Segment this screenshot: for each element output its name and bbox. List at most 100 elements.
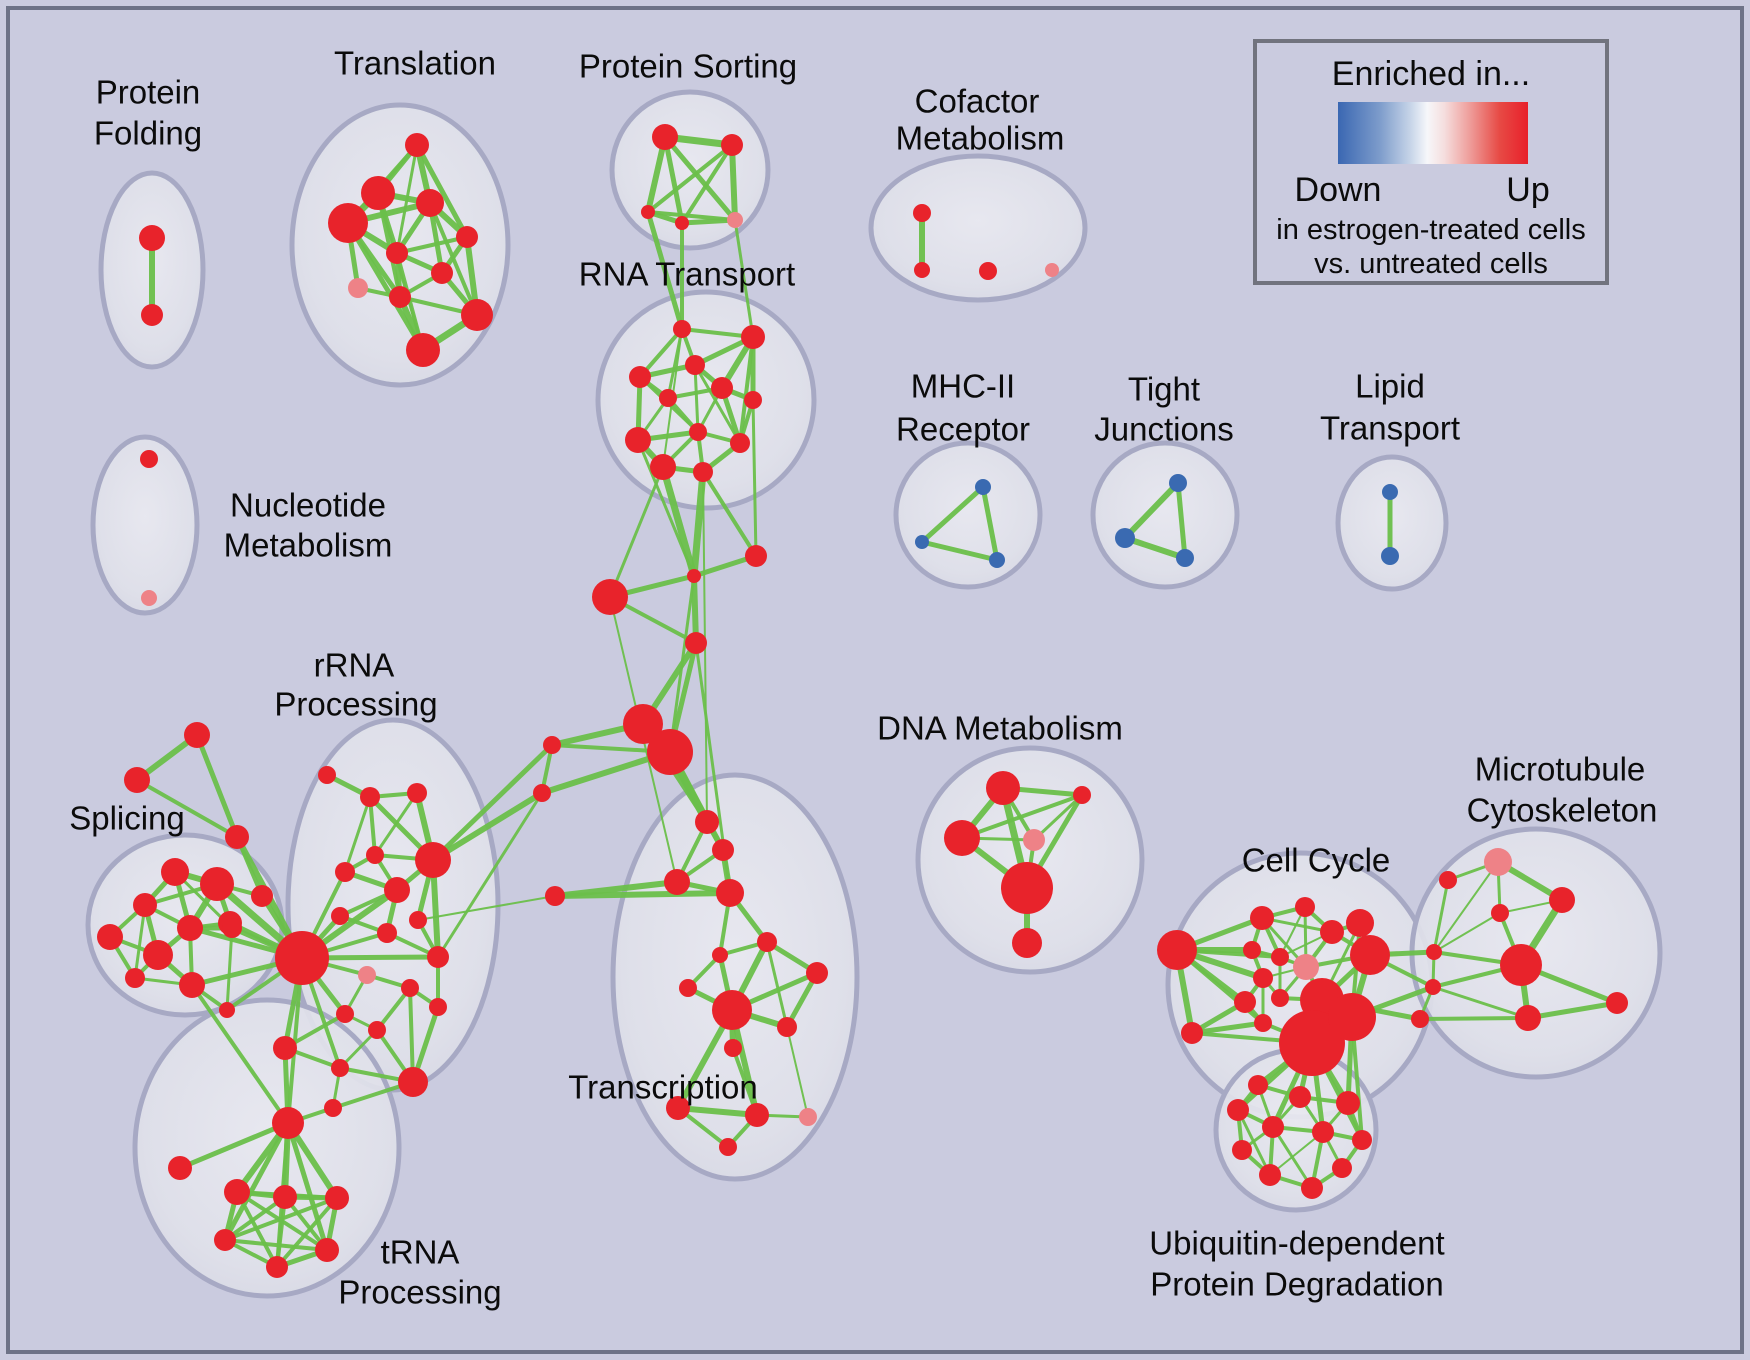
cluster-label-rrna-processing: rRNA [314, 647, 395, 684]
cluster-label-transcription: Transcription [568, 1069, 758, 1106]
gene-set-node [799, 1108, 817, 1126]
gene-set-node [1411, 1010, 1429, 1028]
gene-set-node [140, 450, 158, 468]
gene-set-node [1001, 862, 1053, 914]
gene-set-node [1262, 1116, 1284, 1138]
overlap-edge [552, 890, 733, 899]
cluster-label-dna-metabolism: DNA Metabolism [877, 710, 1123, 747]
legend-gradient-bar [1338, 102, 1528, 164]
gene-set-node [719, 1138, 737, 1156]
gene-set-node [431, 262, 453, 284]
gene-set-node [1289, 1086, 1311, 1108]
gene-set-node [533, 784, 551, 802]
gene-set-node [693, 462, 713, 482]
gene-set-node [416, 189, 444, 217]
gene-set-node [1243, 941, 1261, 959]
gene-set-node [745, 1103, 769, 1127]
gene-set-node [125, 968, 145, 988]
legend-title: Enriched in... [1331, 55, 1531, 93]
gene-set-node [360, 787, 380, 807]
overlap-edge [679, 217, 738, 226]
gene-set-node [650, 454, 676, 480]
overlap-edge [177, 1120, 291, 1171]
overlap-edge [408, 986, 415, 1084]
gene-set-node [273, 1185, 297, 1209]
gene-set-node [1248, 1075, 1268, 1095]
overlap-edge [223, 1195, 287, 1242]
overlap-edge [662, 134, 738, 223]
gene-set-node [328, 203, 368, 243]
gene-set-node [679, 979, 697, 997]
cluster-ellipse-nucleotide-metabolism [90, 434, 200, 616]
gene-set-node [1606, 992, 1628, 1014]
gene-set-node [335, 862, 355, 882]
legend-up-label: Up [1506, 171, 1550, 209]
gene-set-node [224, 1179, 250, 1205]
cluster-label-protein-folding: Folding [94, 115, 202, 152]
cluster-label-protein-folding: Protein [96, 74, 201, 111]
overlap-edge [1175, 480, 1188, 561]
gene-set-node [1515, 1005, 1541, 1031]
overlap-edge [1418, 1016, 1530, 1021]
cluster-label-tight-junctions: Junctions [1094, 411, 1233, 448]
cluster-label-splicing: Splicing [69, 800, 185, 837]
gene-set-node [348, 278, 368, 298]
overlap-edge [646, 143, 734, 214]
overlap-edge [373, 791, 419, 857]
gene-set-node [673, 320, 691, 338]
gene-set-node [124, 767, 150, 793]
gene-set-node [744, 391, 762, 409]
overlap-edge [659, 463, 698, 580]
gene-set-node [275, 931, 329, 985]
gene-set-node [1328, 993, 1376, 1041]
gene-set-node [1426, 944, 1442, 960]
overlap-edge [680, 143, 734, 225]
gene-set-node [200, 867, 234, 901]
gene-set-node [366, 846, 384, 864]
gene-set-node [1271, 989, 1289, 1007]
cluster-label-protein-sorting: Protein Sorting [579, 48, 797, 85]
gene-set-node [368, 1021, 386, 1039]
overlap-edge [662, 134, 685, 226]
overlap-edge [960, 793, 1084, 840]
legend-caption-line1: in estrogen-treated cells [1276, 214, 1586, 246]
gene-set-node [914, 262, 930, 278]
gene-set-node [401, 979, 419, 997]
gene-set-node [1500, 944, 1542, 986]
gene-set-node [666, 1096, 690, 1120]
gene-set-node [979, 262, 997, 280]
gene-set-node [1293, 954, 1319, 980]
overlap-edge [733, 218, 755, 339]
gene-set-node [989, 552, 1005, 568]
gene-set-node [1259, 1164, 1281, 1186]
overlap-edge [645, 209, 685, 332]
gene-set-node [222, 918, 242, 938]
gene-set-node [625, 427, 651, 453]
cluster-label-mhc-ii-receptor: MHC-II [911, 368, 1015, 405]
overlap-edge [194, 732, 240, 840]
gene-set-node [1232, 1140, 1252, 1160]
gene-set-node [675, 216, 689, 230]
gene-set-node [1254, 1014, 1272, 1032]
gene-set-node [272, 1107, 304, 1139]
overlap-edge [1122, 535, 1188, 561]
gene-set-node [592, 579, 628, 615]
overlap-edge [980, 484, 1000, 563]
gene-set-node [179, 972, 205, 998]
cluster-label-rna-transport: RNA Transport [579, 256, 795, 293]
overlap-edge [223, 1196, 339, 1242]
gene-set-node [745, 545, 767, 567]
gene-set-node [1350, 935, 1390, 975]
overlap-edge [1525, 1000, 1620, 1021]
gene-set-node [545, 886, 565, 906]
cluster-label-cell-cycle: Cell Cycle [1242, 842, 1391, 879]
gene-set-node [721, 134, 743, 156]
cluster-ellipse-tight-junctions [1090, 440, 1240, 590]
gene-set-node [251, 885, 273, 907]
overlap-edge [345, 220, 426, 353]
overlap-edge [693, 363, 700, 434]
gene-set-node [384, 877, 410, 903]
overlap-edge [133, 903, 147, 980]
gene-set-node [712, 839, 734, 861]
